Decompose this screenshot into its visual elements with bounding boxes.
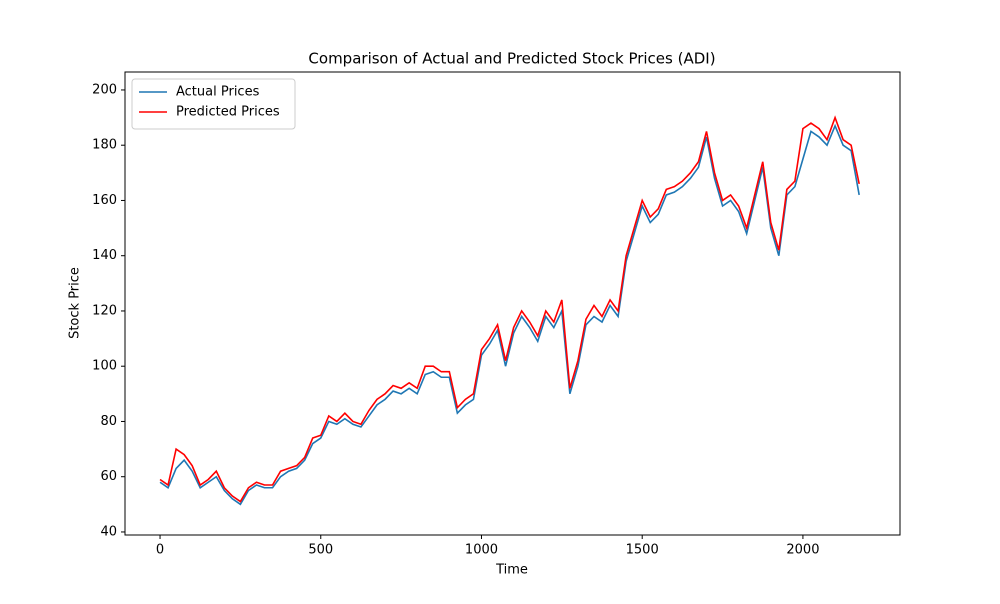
legend-box [131, 78, 296, 130]
y-tick-label: 60 [100, 469, 117, 484]
chart-title: Comparison of Actual and Predicted Stock… [308, 50, 715, 68]
line-series [159, 123, 860, 506]
legend-label: Predicted Prices [176, 105, 280, 120]
y-tick-label: 120 [92, 303, 117, 318]
y-tick-label: 80 [100, 414, 117, 429]
line-series [159, 115, 860, 503]
y-tick-label: 180 [92, 138, 117, 153]
x-tick-label: 2000 [786, 543, 819, 558]
y-tick-label: 100 [92, 359, 117, 374]
plot-frame [124, 71, 901, 536]
x-axis-label: Time [495, 563, 528, 578]
x-tick-label: 0 [156, 543, 164, 558]
x-tick-label: 1500 [626, 543, 659, 558]
x-tick-label: 500 [308, 543, 333, 558]
y-tick-label: 140 [92, 248, 117, 263]
y-tick-label: 160 [92, 193, 117, 208]
x-tick-label: 1000 [465, 543, 498, 558]
y-tick-label: 40 [100, 524, 117, 539]
y-axis-label: Stock Price [68, 267, 83, 339]
y-tick-label: 200 [92, 82, 117, 97]
legend-label: Actual Prices [176, 85, 260, 100]
